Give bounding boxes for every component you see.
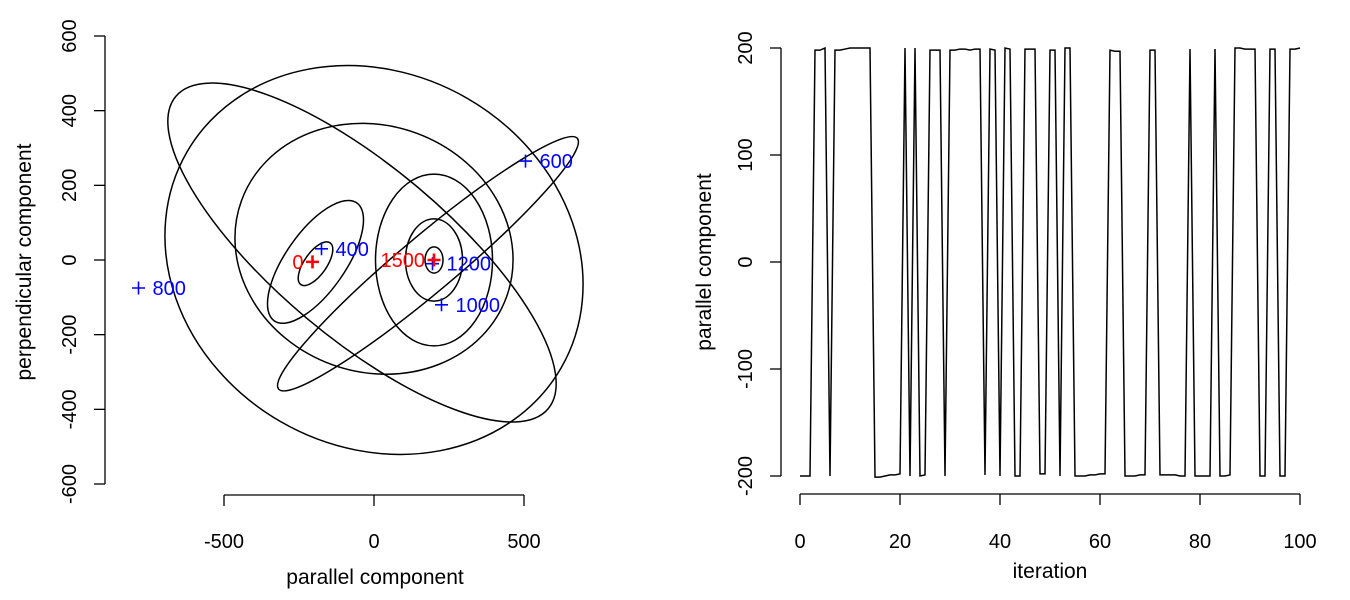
parallel-component-trace (800, 46, 1301, 478)
left-panel: 0 400 600 800 1000 1200 1500 -500 0 500 -600 -400… (13, 19, 584, 589)
left-y-tick-label: 600 (59, 19, 81, 52)
right-x-tick-label: 100 (1283, 531, 1316, 553)
marker-1500: 1500 (381, 250, 441, 272)
ellipse-7 (167, 82, 557, 423)
marker-cross-600 (519, 154, 532, 168)
left-x-tick-label: 500 (507, 531, 540, 553)
left-y-tick-label: -600 (59, 464, 81, 504)
left-x-tick-label: 0 (368, 531, 379, 553)
left-ellipses (164, 64, 584, 456)
right-x-tick-label: 40 (989, 531, 1011, 553)
left-y-tick-label: -400 (59, 389, 81, 429)
marker-label-0: 0 (292, 252, 303, 274)
marker-cross-400 (315, 242, 328, 256)
marker-1000: 1000 (435, 295, 500, 317)
ellipse-5 (266, 199, 365, 325)
left-y-axis-title: perpendicular component (13, 143, 36, 380)
right-y-tick-label: 100 (735, 138, 757, 171)
marker-cross-1000 (435, 298, 448, 312)
left-y-tick-label: 400 (59, 94, 81, 127)
marker-800: 800 (132, 278, 186, 300)
right-panel: 0 20 40 60 80 100 -200 -100 0 100 200 iteration p… (693, 31, 1317, 583)
marker-label-400: 400 (336, 239, 369, 261)
left-x-axis: -500 0 500 (204, 494, 541, 553)
ellipse-2 (404, 218, 464, 302)
marker-600: 600 (519, 151, 573, 173)
marker-cross-0 (306, 255, 319, 269)
right-y-axis-title: parallel component (693, 173, 716, 351)
marker-0: 0 (292, 252, 319, 274)
marker-label-600: 600 (540, 151, 573, 173)
right-y-tick-label: -200 (735, 456, 757, 496)
marker-label-1500: 1500 (381, 250, 426, 272)
marker-cross-800 (132, 281, 145, 295)
left-y-tick-label: -200 (59, 315, 81, 355)
right-x-tick-label: 20 (889, 531, 911, 553)
left-y-tick-label: 200 (59, 169, 81, 202)
marker-label-1000: 1000 (456, 295, 501, 317)
marker-label-800: 800 (153, 278, 186, 300)
left-y-axis: -600 -400 -200 0 200 400 600 (59, 19, 106, 504)
right-x-axis-title: iteration (1013, 560, 1088, 583)
right-x-axis: 0 20 40 60 80 100 (794, 493, 1317, 553)
right-x-tick-label: 0 (794, 531, 805, 553)
right-y-tick-label: 200 (735, 31, 757, 64)
right-y-axis: -200 -100 0 100 200 (735, 31, 782, 496)
left-markers: 0 400 600 800 1000 1200 1500 (132, 151, 573, 317)
right-x-tick-label: 60 (1089, 531, 1111, 553)
ellipse-1 (424, 246, 444, 274)
left-x-axis-title: parallel component (286, 566, 464, 589)
ellipse-6 (276, 135, 580, 392)
left-y-tick-label: 0 (59, 254, 81, 265)
right-x-tick-label: 80 (1189, 531, 1211, 553)
ellipse-4 (297, 241, 334, 287)
right-y-tick-label: -100 (735, 349, 757, 389)
ellipse-9 (164, 64, 584, 456)
left-x-tick-label: -500 (204, 531, 244, 553)
ellipse-8 (234, 122, 514, 375)
marker-label-1200: 1200 (447, 254, 492, 276)
right-y-tick-label: 0 (735, 256, 757, 267)
marker-400: 400 (315, 239, 369, 261)
marker-cross-1500 (427, 253, 441, 267)
